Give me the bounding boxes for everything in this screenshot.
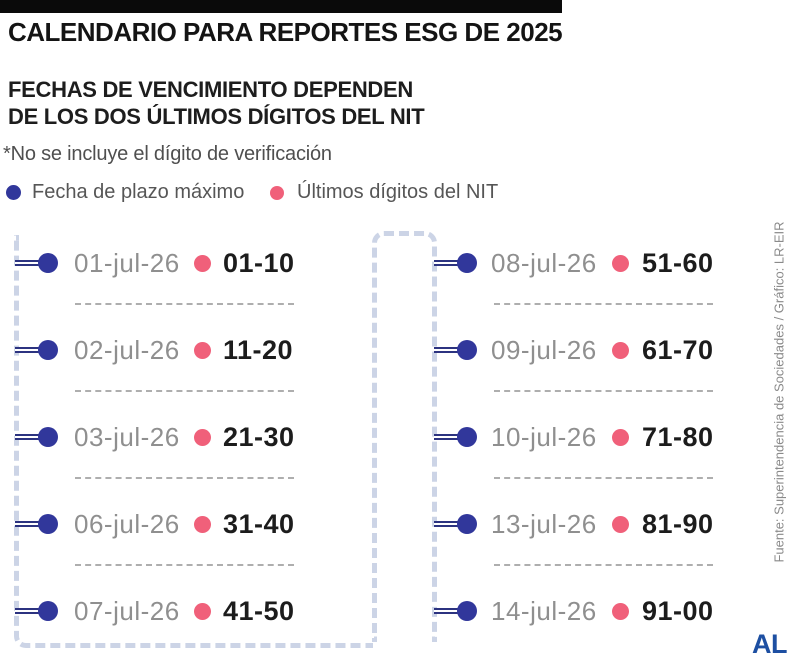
nit-dot-icon xyxy=(194,603,211,620)
legend-blue-dot-icon xyxy=(6,185,21,200)
schedule-row: 01-jul-26 01-10 xyxy=(0,245,800,281)
nit-range: 41-50 xyxy=(223,596,295,626)
date-dot-icon xyxy=(457,514,477,534)
row-separator xyxy=(494,564,713,566)
schedule-row: 13-jul-26 81-90 xyxy=(0,506,800,542)
nit-range: 21-30 xyxy=(223,422,295,452)
nit-range: 11-20 xyxy=(223,335,294,365)
nit-range: 31-40 xyxy=(223,509,295,539)
publisher-logo: AL xyxy=(752,629,788,659)
row-separator xyxy=(75,303,294,305)
connector-line xyxy=(15,434,46,440)
nit-dot-icon xyxy=(612,429,629,446)
due-date: 01-jul-26 xyxy=(74,248,180,278)
schedule-row: 09-jul-26 61-70 xyxy=(0,332,800,368)
connector-line xyxy=(434,521,464,527)
schedule-row: 03-jul-26 21-30 xyxy=(0,419,800,455)
schedule-row: 07-jul-26 41-50 xyxy=(0,593,800,629)
date-dot-icon xyxy=(457,253,477,273)
footnote: *No se incluye el dígito de verificación xyxy=(3,143,332,165)
nit-dot-icon xyxy=(194,429,211,446)
nit-dot-icon xyxy=(194,342,211,359)
connector-line xyxy=(434,260,464,266)
nit-range: 81-90 xyxy=(642,509,714,539)
source-credit: Fuente: Superintendencia de Sociedades /… xyxy=(771,221,787,563)
row-separator xyxy=(494,390,713,392)
nit-dot-icon xyxy=(194,255,211,272)
subtitle-line-2: DE LOS DOS ÚLTIMOS DÍGITOS DEL NIT xyxy=(8,104,425,129)
due-date: 14-jul-26 xyxy=(491,596,597,626)
page-title: CALENDARIO PARA REPORTES ESG DE 2025 xyxy=(8,17,563,47)
date-dot-icon xyxy=(457,427,477,447)
row-separator xyxy=(75,390,294,392)
schedule-row: 08-jul-26 51-60 xyxy=(0,245,800,281)
nit-dot-icon xyxy=(612,516,629,533)
due-date: 07-jul-26 xyxy=(74,596,180,626)
connector-line xyxy=(15,260,46,266)
subtitle-line-1: FECHAS DE VENCIMIENTO DEPENDEN xyxy=(8,77,413,102)
nit-dot-icon xyxy=(194,516,211,533)
top-black-bar xyxy=(0,0,562,13)
due-date: 13-jul-26 xyxy=(491,509,597,539)
due-date: 03-jul-26 xyxy=(74,422,180,452)
dashed-bracket-left xyxy=(14,235,373,648)
due-date: 09-jul-26 xyxy=(491,335,597,365)
legend-pink-dot-icon xyxy=(270,186,284,200)
due-date: 08-jul-26 xyxy=(491,248,597,278)
schedule-row: 10-jul-26 71-80 xyxy=(0,419,800,455)
date-dot-icon xyxy=(38,514,58,534)
schedule-row: 06-jul-26 31-40 xyxy=(0,506,800,542)
date-dot-icon xyxy=(457,340,477,360)
date-dot-icon xyxy=(38,340,58,360)
connector-line xyxy=(15,521,46,527)
nit-range: 01-10 xyxy=(223,248,295,278)
row-separator xyxy=(75,477,294,479)
connector-line xyxy=(15,608,46,614)
connector-line xyxy=(434,608,464,614)
date-dot-icon xyxy=(38,427,58,447)
row-separator xyxy=(494,477,713,479)
nit-dot-icon xyxy=(612,603,629,620)
legend-label-date: Fecha de plazo máximo xyxy=(32,181,245,203)
schedule-row: 02-jul-26 11-20 xyxy=(0,332,800,368)
due-date: 10-jul-26 xyxy=(491,422,597,452)
nit-range: 71-80 xyxy=(642,422,714,452)
nit-range: 51-60 xyxy=(642,248,714,278)
subtitle: FECHAS DE VENCIMIENTO DEPENDEN DE LOS DO… xyxy=(8,76,608,130)
connector-line xyxy=(434,347,464,353)
date-dot-icon xyxy=(457,601,477,621)
row-separator xyxy=(75,564,294,566)
date-dot-icon xyxy=(38,601,58,621)
legend-label-nit: Últimos dígitos del NIT xyxy=(297,181,499,203)
due-date: 06-jul-26 xyxy=(74,509,180,539)
connector-line xyxy=(434,434,464,440)
schedule-row: 14-jul-26 91-00 xyxy=(0,593,800,629)
connector-line xyxy=(15,347,46,353)
nit-range: 61-70 xyxy=(642,335,714,365)
due-date: 02-jul-26 xyxy=(74,335,180,365)
date-dot-icon xyxy=(38,253,58,273)
nit-range: 91-00 xyxy=(642,596,714,626)
row-separator xyxy=(494,303,713,305)
nit-dot-icon xyxy=(612,255,629,272)
nit-dot-icon xyxy=(612,342,629,359)
